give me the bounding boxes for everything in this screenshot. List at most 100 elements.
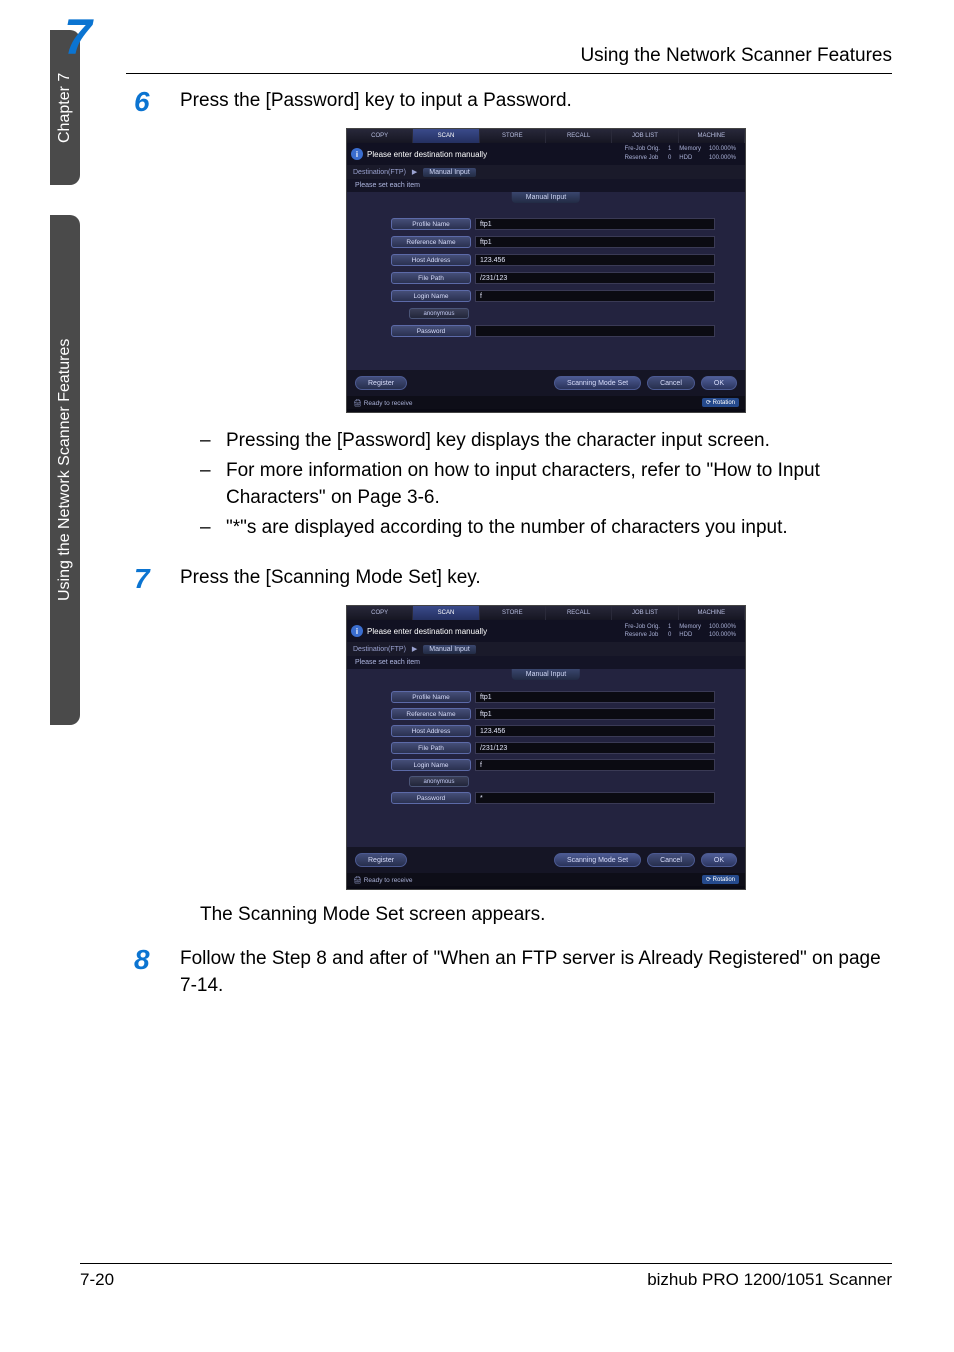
step-6-notes: Pressing the [Password] key displays the…: [200, 427, 892, 541]
step-6: 6 Press the [Password] key to input a Pa…: [200, 88, 892, 116]
host-address-input[interactable]: 123.456: [475, 254, 715, 266]
reference-name-button[interactable]: Reference Name: [391, 236, 471, 248]
bc-arrow-icon: ▶: [412, 168, 417, 176]
step-6-number: 6: [134, 88, 180, 116]
cancel-button-2[interactable]: Cancel: [647, 853, 695, 867]
login-name-button[interactable]: Login Name: [391, 290, 471, 302]
step-8-text: Follow the Step 8 and after of "When an …: [180, 946, 892, 999]
status-r2c2: 0: [665, 155, 674, 162]
ds-tab-joblist[interactable]: JOB LIST: [612, 129, 678, 143]
ds-tab-recall[interactable]: RECALL: [546, 129, 612, 143]
ds-tab-copy[interactable]: COPY: [347, 129, 413, 143]
profile-name-button-2[interactable]: Profile Name: [391, 691, 471, 703]
profile-name-input-2[interactable]: ftp1: [475, 691, 715, 703]
profile-name-button[interactable]: Profile Name: [391, 218, 471, 230]
status2-r1c2: 1: [665, 624, 674, 631]
cancel-button[interactable]: Cancel: [647, 376, 695, 390]
ds-tab-scan[interactable]: SCAN: [413, 129, 479, 143]
password-button-2[interactable]: Password: [391, 792, 471, 804]
ds-subheader: Please set each item: [347, 179, 745, 192]
password-input[interactable]: [475, 325, 715, 337]
rotation-button[interactable]: ⟳ Rotation: [702, 398, 739, 407]
status-r1c1: Fre-Job Orig.: [622, 146, 663, 153]
ds2-tab-machine[interactable]: MACHINE: [679, 606, 745, 620]
bc-manual[interactable]: Manual Input: [423, 168, 475, 177]
password-button[interactable]: Password: [391, 325, 471, 337]
screenshot-6-wrap: COPY SCAN STORE RECALL JOB LIST MACHINE …: [200, 128, 892, 413]
login-name-button-2[interactable]: Login Name: [391, 759, 471, 771]
page: Chapter 7 Using the Network Scanner Feat…: [0, 0, 954, 1352]
file-path-button-2[interactable]: File Path: [391, 742, 471, 754]
ds-center: Manual Input Profile Name ftp1 Reference…: [347, 192, 745, 370]
password-input-2[interactable]: *: [475, 792, 715, 804]
login-name-input-2[interactable]: f: [475, 759, 715, 771]
host-address-input-2[interactable]: 123.456: [475, 725, 715, 737]
status2-r1c4: 100.000%: [706, 624, 739, 631]
ds2-breadcrumb: Destination(FTP) ▶ Manual Input: [347, 642, 745, 656]
register-button-2[interactable]: Register: [355, 853, 407, 867]
after-screen-7-text: The Scanning Mode Set screen appears.: [200, 904, 892, 926]
anonymous-button-2[interactable]: anonymous: [409, 776, 469, 787]
footer-product: bizhub PRO 1200/1051 Scanner: [647, 1270, 892, 1290]
status-r1c4: 100.000%: [706, 146, 739, 153]
field-login: Login Name f: [391, 290, 715, 302]
info-icon: i: [351, 148, 363, 160]
file-path-input-2[interactable]: /231/123: [475, 742, 715, 754]
ds2-center-tab[interactable]: Manual Input: [512, 669, 580, 680]
ds-tab-machine[interactable]: MACHINE: [679, 129, 745, 143]
info-icon-2: i: [351, 625, 363, 637]
anonymous-button[interactable]: anonymous: [409, 308, 469, 319]
ds2-tab-store[interactable]: STORE: [480, 606, 546, 620]
status-r2c1: Reserve Job: [622, 155, 663, 162]
field-filepath: File Path /231/123: [391, 272, 715, 284]
ready-text-2: Ready to receive: [364, 877, 413, 884]
field2-profile: Profile Name ftp1: [391, 691, 715, 703]
ds2-tab-joblist[interactable]: JOB LIST: [612, 606, 678, 620]
reference-name-input-2[interactable]: ftp1: [475, 708, 715, 720]
ok-button[interactable]: OK: [701, 376, 737, 390]
step-6-text: Press the [Password] key to input a Pass…: [180, 88, 892, 115]
ds2-subheader: Please set each item: [347, 656, 745, 669]
ready-text: Ready to receive: [364, 400, 413, 407]
ds2-tab-copy[interactable]: COPY: [347, 606, 413, 620]
ds-tab-store[interactable]: STORE: [480, 129, 546, 143]
ds2-tab-scan[interactable]: SCAN: [413, 606, 479, 620]
device-screenshot-1: COPY SCAN STORE RECALL JOB LIST MACHINE …: [346, 128, 746, 413]
ds2-tab-recall[interactable]: RECALL: [546, 606, 612, 620]
status2-r1c1: Fre-Job Orig.: [622, 624, 663, 631]
register-button[interactable]: Register: [355, 376, 407, 390]
note-6a: Pressing the [Password] key displays the…: [226, 427, 892, 455]
profile-name-input[interactable]: ftp1: [475, 218, 715, 230]
reference-name-button-2[interactable]: Reference Name: [391, 708, 471, 720]
rotation-button-2[interactable]: ⟳ Rotation: [702, 875, 739, 884]
scanning-mode-set-button-2[interactable]: Scanning Mode Set: [554, 853, 641, 867]
field2-reference: Reference Name ftp1: [391, 708, 715, 720]
ds-info-row: i Please enter destination manually Fre-…: [347, 143, 745, 165]
ds2-status: Fre-Job Orig. 1 Memory 100.000% Reserve …: [620, 622, 741, 641]
screenshot-7-wrap: COPY SCAN STORE RECALL JOB LIST MACHINE …: [200, 605, 892, 890]
printer-icon-2: 🖨: [353, 877, 362, 884]
ds2-form: Profile Name ftp1 Reference Name ftp1 Ho…: [391, 691, 715, 804]
header-title: Using the Network Scanner Features: [580, 45, 892, 67]
ds-center-tab[interactable]: Manual Input: [512, 192, 580, 203]
host-address-button-2[interactable]: Host Address: [391, 725, 471, 737]
bc2-manual[interactable]: Manual Input: [423, 645, 475, 654]
status2-r2c4: 100.000%: [706, 632, 739, 639]
side-tab-section: Using the Network Scanner Features: [50, 215, 80, 725]
ds-tabs-2: COPY SCAN STORE RECALL JOB LIST MACHINE: [347, 606, 745, 620]
note-6c: "*"s are displayed according to the numb…: [226, 514, 892, 542]
ok-button-2[interactable]: OK: [701, 853, 737, 867]
login-name-input[interactable]: f: [475, 290, 715, 302]
status2-r2c3: HDD: [676, 632, 704, 639]
ds-status: Fre-Job Orig. 1 Memory 100.000% Reserve …: [620, 144, 741, 163]
host-address-button[interactable]: Host Address: [391, 254, 471, 266]
step-7: 7 Press the [Scanning Mode Set] key.: [200, 565, 892, 593]
printer-icon: 🖨: [353, 400, 362, 407]
step-8: 8 Follow the Step 8 and after of "When a…: [200, 946, 892, 999]
step-8-number: 8: [134, 946, 180, 974]
scanning-mode-set-button[interactable]: Scanning Mode Set: [554, 376, 641, 390]
ds-breadcrumb: Destination(FTP) ▶ Manual Input: [347, 165, 745, 179]
file-path-button[interactable]: File Path: [391, 272, 471, 284]
file-path-input[interactable]: /231/123: [475, 272, 715, 284]
reference-name-input[interactable]: ftp1: [475, 236, 715, 248]
